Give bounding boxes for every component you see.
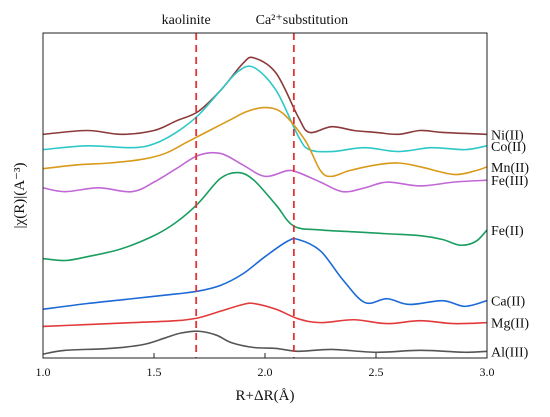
series-line-fe-ii bbox=[42, 171, 488, 262]
series-label-fe-iii: Fe(III) bbox=[491, 174, 529, 189]
series-label-mn-ii: Mn(II) bbox=[491, 161, 529, 176]
annotation-label: Ca²⁺substitution bbox=[256, 13, 348, 28]
plot-frame bbox=[42, 32, 488, 359]
series-line-al-iii bbox=[42, 330, 488, 355]
annotation-layer: kaolinite Ca²⁺substitution bbox=[162, 13, 348, 358]
axis-layer: 1.0 1.5 2.0 2.5 3.0 bbox=[36, 32, 495, 379]
series-line-ca-ii bbox=[42, 237, 488, 311]
x-tick-label: 1.0 bbox=[36, 365, 51, 379]
y-axis-label: |χ(R)|(A⁻³) bbox=[12, 163, 28, 229]
series-label-al-iii: Al(III) bbox=[491, 345, 529, 360]
series-label-ni-ii: Ni(II) bbox=[491, 128, 524, 143]
series-line-mg-ii bbox=[42, 302, 488, 328]
series-line-ni-ii bbox=[42, 56, 488, 136]
series-label-mg-ii: Mg(II) bbox=[491, 317, 529, 332]
series-label-ca-ii: Ca(II) bbox=[491, 295, 526, 310]
series-line-mn-ii bbox=[42, 106, 488, 178]
series-label-fe-ii: Fe(II) bbox=[491, 224, 524, 239]
x-tick-label: 2.0 bbox=[258, 365, 273, 379]
series-line-fe-iii bbox=[42, 151, 488, 193]
series-label-co-ii: Co(II) bbox=[491, 140, 526, 155]
series-layer: Ni(II)Co(II) Mn(II)Fe(III) Fe(II) Ca(II) Mg(… bbox=[42, 56, 529, 360]
x-axis-label: R+ΔR(Å) bbox=[236, 388, 295, 404]
series-line-co-ii bbox=[42, 65, 488, 153]
annotation-label: kaolinite bbox=[162, 13, 211, 28]
x-tick-label: 1.5 bbox=[147, 365, 162, 379]
x-tick-label: 3.0 bbox=[480, 365, 495, 379]
x-tick-label: 2.5 bbox=[369, 365, 384, 379]
